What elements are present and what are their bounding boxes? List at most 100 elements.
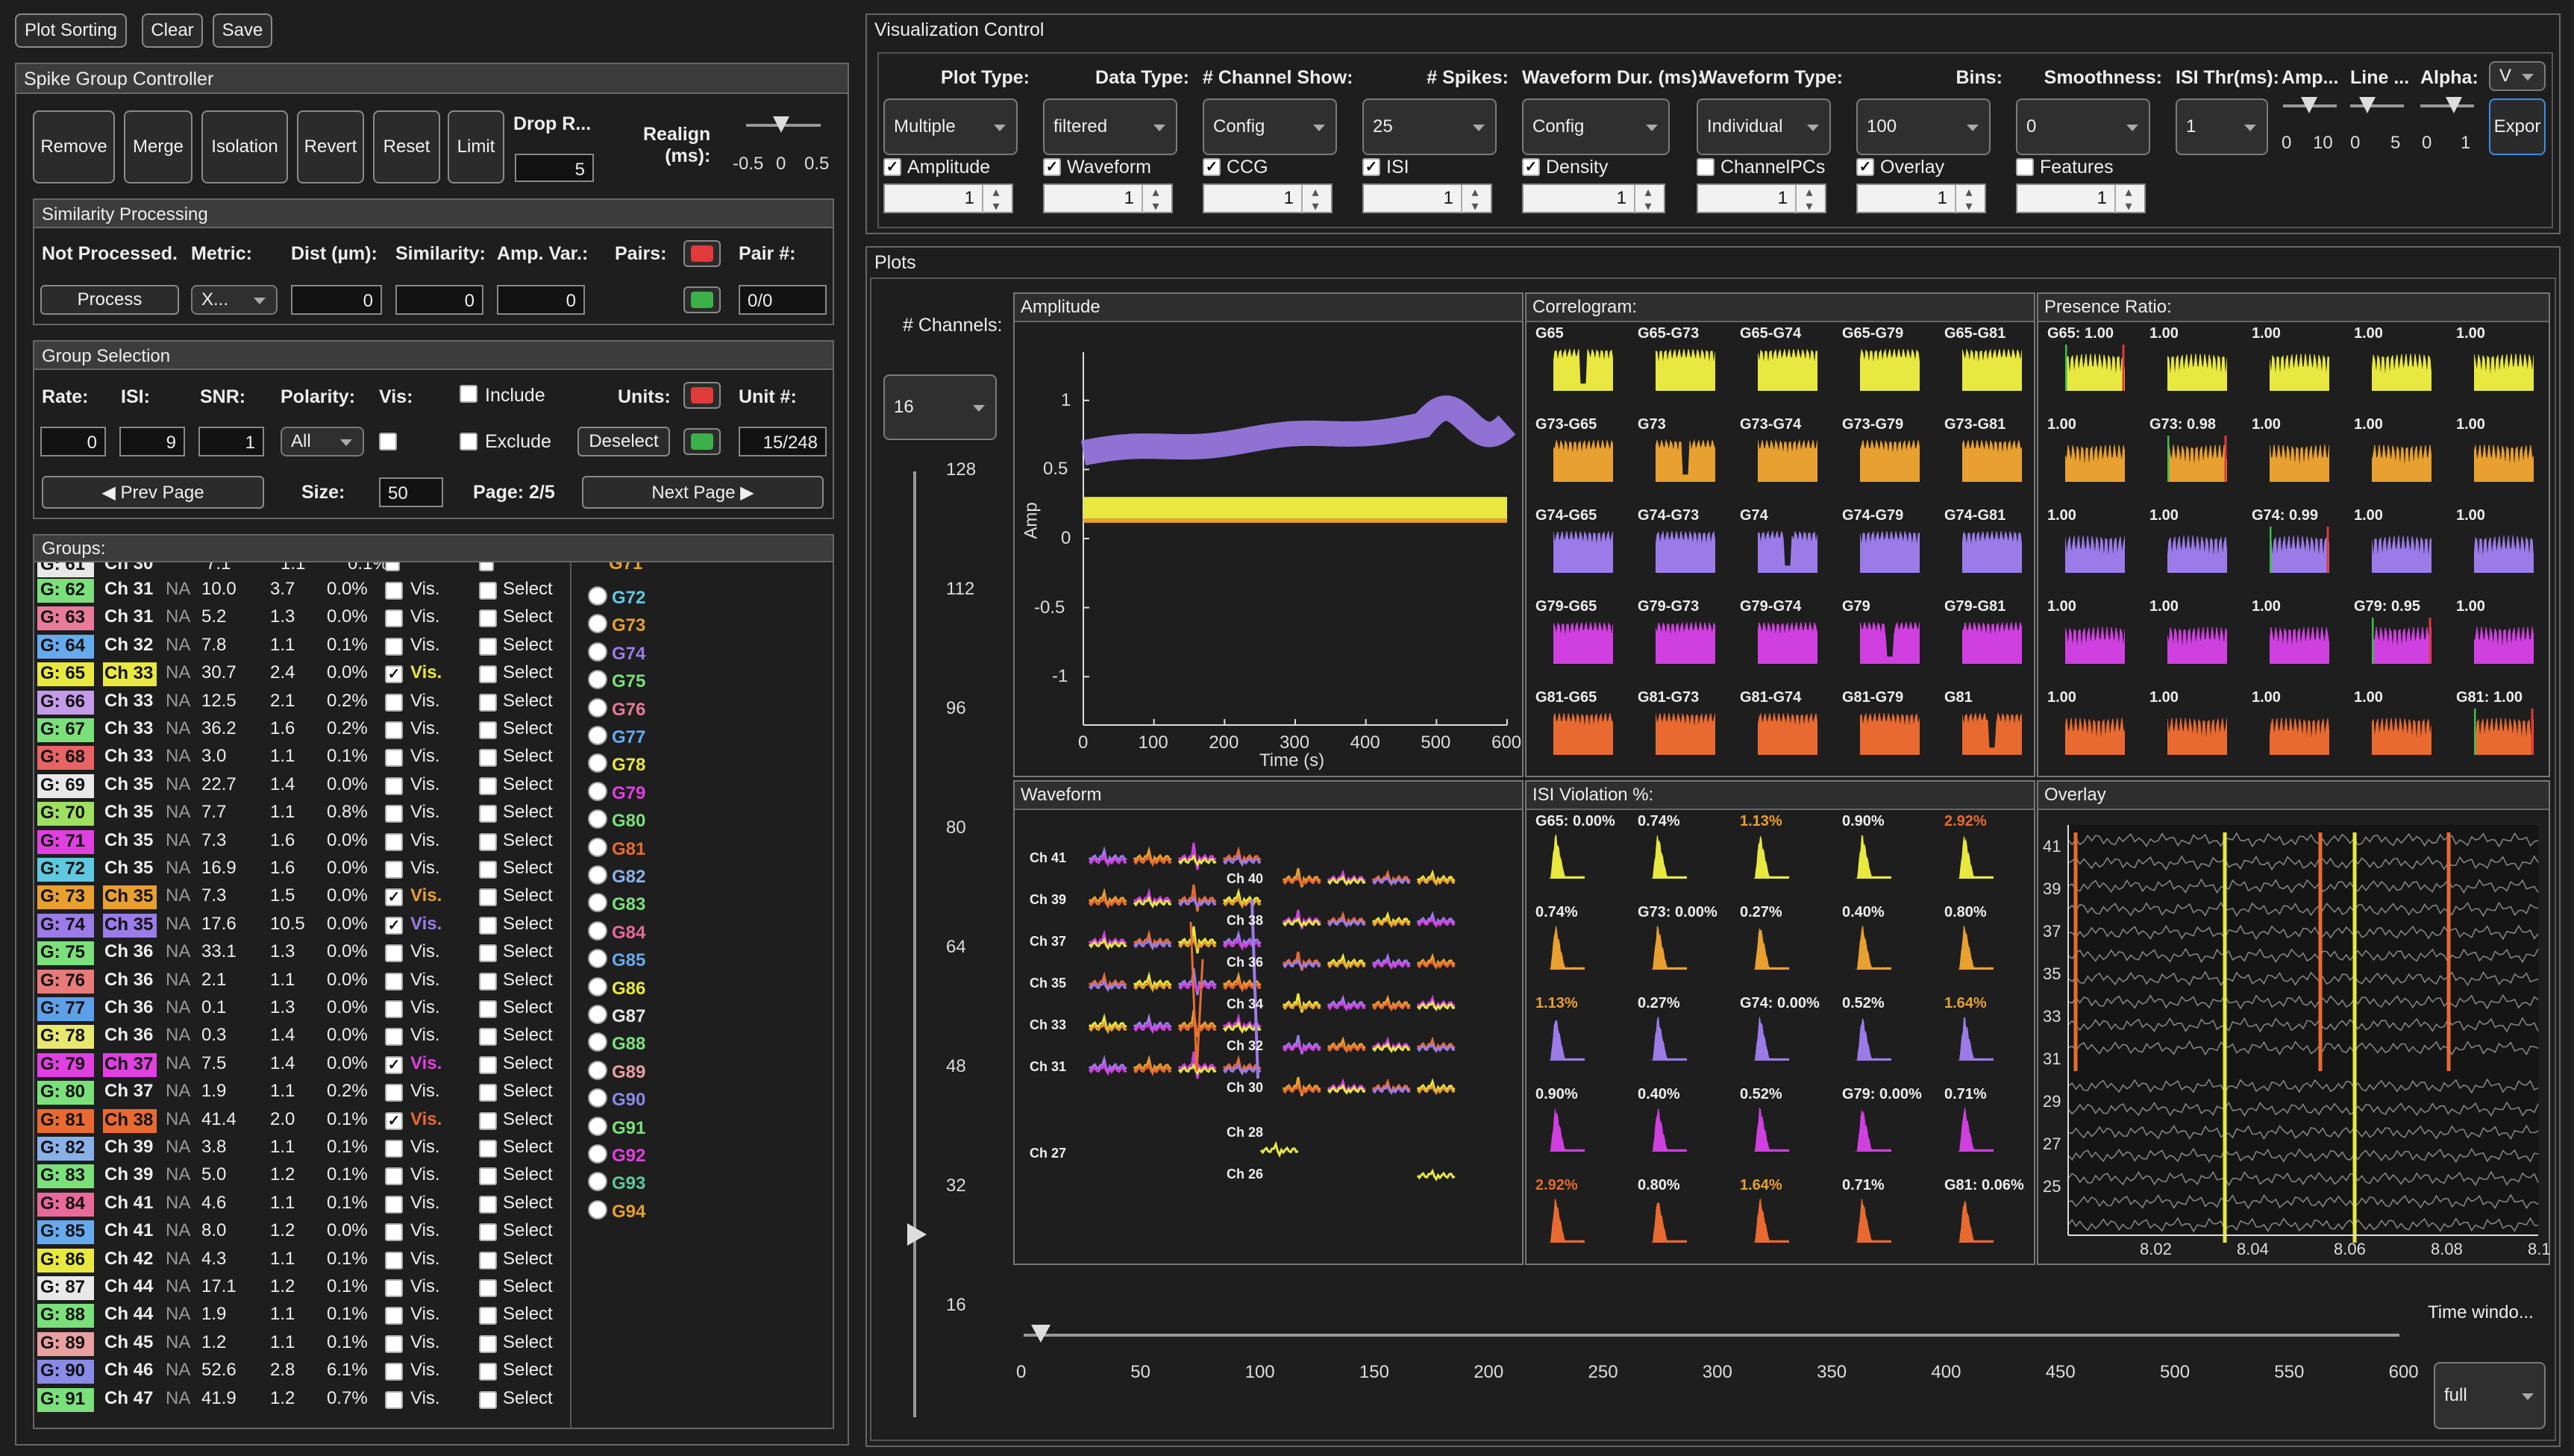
select-checkbox[interactable] (479, 861, 497, 879)
select-checkbox[interactable] (479, 637, 497, 656)
vis-checkbox[interactable] (385, 562, 400, 571)
table-row[interactable]: G: 70 Ch 35 NA 7.7 1.1 0.8% Vis. Select (34, 800, 833, 828)
table-row[interactable]: G: 63 Ch 31 NA 5.2 1.3 0.0% Vis. Select (34, 605, 833, 633)
select-checkbox[interactable] (479, 1251, 497, 1270)
vis-checkbox[interactable] (379, 433, 397, 451)
vis-checkbox[interactable] (385, 749, 403, 768)
vis-checkbox[interactable]: ✓ (385, 1111, 403, 1130)
vc-checkbox[interactable] (2016, 158, 2034, 176)
merge-button[interactable]: Merge (124, 110, 192, 183)
select-checkbox[interactable] (479, 582, 497, 600)
remove-button[interactable]: Remove (33, 110, 115, 183)
vis-checkbox[interactable] (385, 832, 403, 851)
process-button[interactable]: Process (40, 285, 179, 315)
vc-dropdown[interactable]: Config (1203, 98, 1337, 155)
select-checkbox[interactable] (479, 1195, 497, 1214)
select-checkbox[interactable] (479, 1055, 497, 1074)
radio-button[interactable] (588, 1116, 607, 1136)
vis-checkbox[interactable] (385, 693, 403, 712)
table-row[interactable]: G: 65 Ch 33 NA 30.7 2.4 0.0% ✓ Vis. Select (34, 661, 833, 688)
radio-button[interactable] (588, 809, 607, 829)
isi-field[interactable]: 9 (119, 427, 185, 456)
vc-checkbox[interactable]: ✓ (1856, 158, 1874, 176)
vc-dropdown[interactable]: 100 (1856, 98, 1991, 155)
metric-dropdown[interactable]: X... (191, 285, 278, 315)
radio-button[interactable] (588, 614, 607, 634)
vc-spinner[interactable]: 1 (1043, 183, 1173, 213)
radio-button[interactable] (588, 1199, 607, 1220)
time-window-dropdown[interactable]: full (2434, 1362, 2546, 1429)
table-row[interactable]: G: 91 Ch 47 NA 41.9 1.2 0.7% Vis. Select (34, 1387, 833, 1414)
pairnum-field[interactable]: 0/0 (739, 285, 827, 315)
unitnum-field[interactable]: 15/248 (739, 427, 827, 456)
table-row[interactable]: G: 81 Ch 38 NA 41.4 2.0 0.1% ✓ Vis. Select (34, 1108, 833, 1135)
rate-field[interactable]: 0 (40, 427, 106, 456)
table-row[interactable]: G: 66 Ch 33 NA 12.5 2.1 0.2% Vis. Select (34, 689, 833, 717)
select-checkbox[interactable] (479, 1084, 497, 1102)
vc-spinner[interactable]: 1 (883, 183, 1013, 213)
vis-checkbox[interactable] (385, 637, 403, 656)
select-checkbox[interactable] (479, 805, 497, 823)
deselect-button[interactable]: Deselect (577, 427, 670, 456)
alpha-slider[interactable] (2420, 104, 2474, 107)
table-row[interactable]: G: 74 Ch 35 NA 17.6 10.5 0.0% ✓ Vis. Select (34, 912, 833, 940)
snr-field[interactable]: 1 (198, 427, 264, 456)
vc-dropdown[interactable]: Multiple (883, 98, 1018, 155)
radio-button[interactable] (588, 1032, 607, 1052)
vis-checkbox[interactable]: ✓ (385, 888, 403, 907)
plot-sorting-button[interactable]: Plot Sorting (15, 13, 127, 48)
reset-button[interactable]: Reset (373, 110, 440, 183)
vis-checkbox[interactable] (385, 861, 403, 879)
select-checkbox[interactable] (479, 1028, 497, 1046)
table-row[interactable]: G: 71 Ch 35 NA 7.3 1.6 0.0% Vis. Select (34, 829, 833, 856)
vis-checkbox[interactable]: ✓ (385, 916, 403, 935)
table-row[interactable]: G: 86 Ch 42 NA 4.3 1.1 0.1% Vis. Select (34, 1247, 833, 1275)
vis-checkbox[interactable] (385, 1028, 403, 1046)
isi-thr-dropdown[interactable]: 1 (2176, 98, 2268, 155)
vc-checkbox[interactable] (1697, 158, 1715, 176)
ampvar-field[interactable]: 0 (497, 285, 585, 315)
clear-button[interactable]: Clear (142, 13, 203, 48)
select-checkbox[interactable] (479, 1390, 497, 1409)
channels-slider[interactable] (913, 471, 916, 1417)
table-row[interactable]: G: 85 Ch 41 NA 8.0 1.2 0.0% Vis. Select (34, 1219, 833, 1246)
vis-checkbox[interactable] (385, 721, 403, 739)
select-checkbox[interactable] (479, 1140, 497, 1158)
vis-checkbox[interactable] (385, 1307, 403, 1325)
vis-checkbox[interactable]: ✓ (385, 665, 403, 684)
vc-spinner[interactable]: 1 (2016, 183, 2146, 213)
select-checkbox[interactable] (479, 749, 497, 768)
table-row[interactable]: G: 84 Ch 41 NA 4.6 1.1 0.1% Vis. Select (34, 1191, 833, 1219)
radio-button[interactable] (588, 1144, 607, 1164)
table-row[interactable]: G: 77 Ch 36 NA 0.1 1.3 0.0% Vis. Select (34, 996, 833, 1023)
table-row[interactable]: G: 72 Ch 35 NA 16.9 1.6 0.0% Vis. Select (34, 856, 833, 884)
limit-button[interactable]: Limit (448, 110, 504, 183)
units-down-button[interactable] (683, 428, 721, 455)
radio-button[interactable] (588, 1088, 607, 1108)
vc-spinner[interactable]: 1 (1856, 183, 1986, 213)
radio-button[interactable] (588, 781, 607, 801)
select-checkbox[interactable] (479, 1223, 497, 1242)
table-row[interactable]: G: 79 Ch 37 NA 7.5 1.4 0.0% ✓ Vis. Select (34, 1052, 833, 1079)
polarity-dropdown[interactable]: All (281, 427, 364, 456)
next-page-button[interactable]: Next Page ▶ (582, 476, 824, 509)
vis-checkbox[interactable] (385, 609, 403, 628)
radio-button[interactable] (588, 949, 607, 969)
dist-field[interactable]: 0 (291, 285, 382, 315)
radio-button[interactable] (588, 976, 607, 997)
table-row[interactable]: G: 80 Ch 37 NA 1.9 1.1 0.2% Vis. Select (34, 1079, 833, 1107)
vis-checkbox[interactable] (385, 1251, 403, 1270)
revert-button[interactable]: Revert (297, 110, 364, 183)
select-checkbox[interactable] (479, 1111, 497, 1130)
vc-dropdown[interactable]: 0 (2016, 98, 2150, 155)
select-checkbox[interactable] (479, 1167, 497, 1186)
vis-checkbox[interactable] (385, 1334, 403, 1353)
select-checkbox[interactable] (479, 609, 497, 628)
table-row[interactable]: G: 67 Ch 33 NA 36.2 1.6 0.2% Vis. Select (34, 717, 833, 744)
radio-button[interactable] (588, 641, 607, 662)
table-row[interactable]: G: 82 Ch 39 NA 3.8 1.1 0.1% Vis. Select (34, 1135, 833, 1163)
table-row[interactable]: G: 88 Ch 44 NA 1.9 1.1 0.1% Vis. Select (34, 1302, 833, 1330)
vc-spinner[interactable]: 1 (1362, 183, 1492, 213)
vc-checkbox[interactable]: ✓ (1362, 158, 1380, 176)
vis-checkbox[interactable] (385, 1223, 403, 1242)
